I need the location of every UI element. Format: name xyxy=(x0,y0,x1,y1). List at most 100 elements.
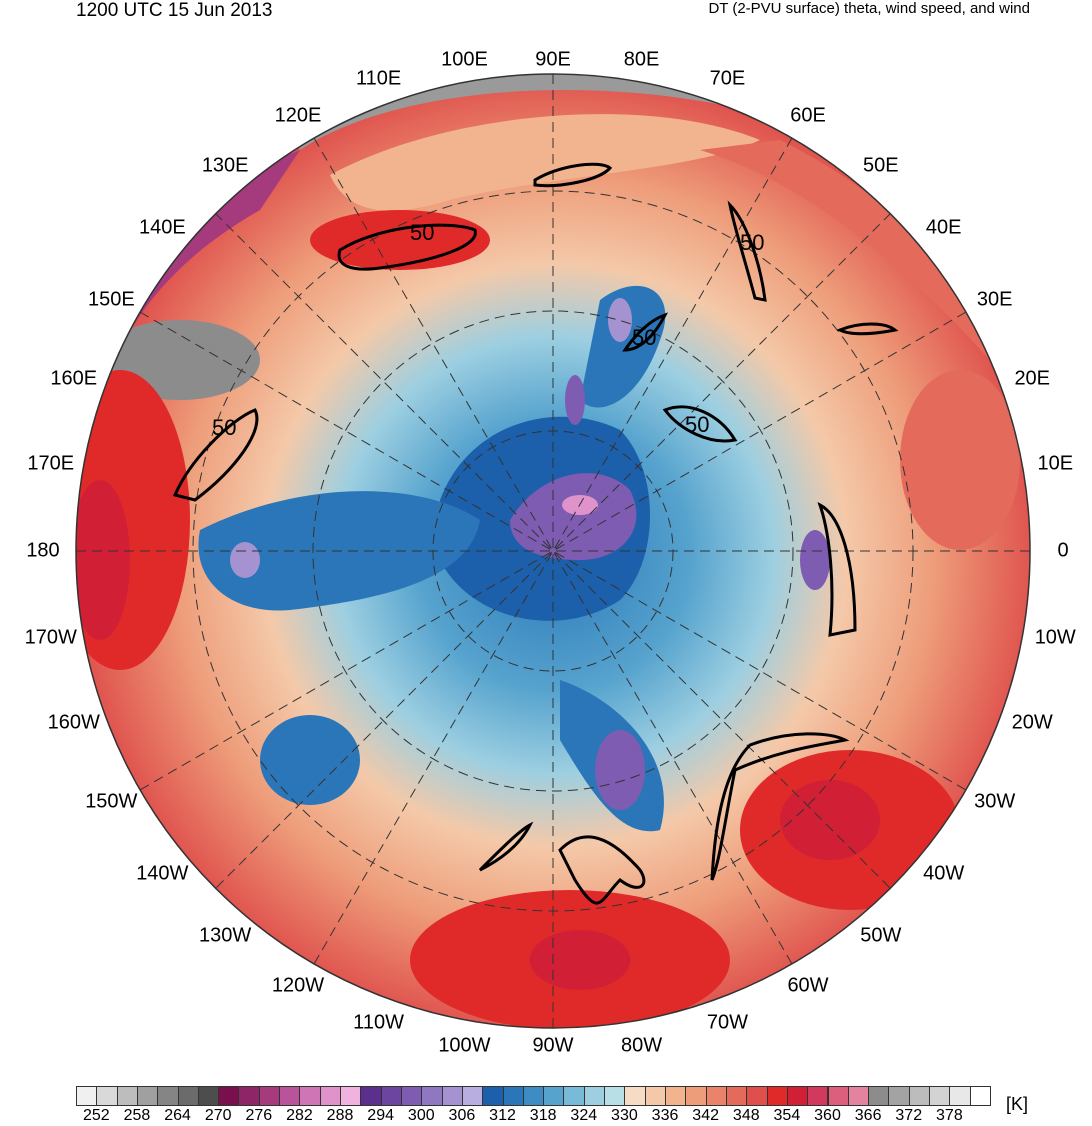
colorbar-tick-label: 330 xyxy=(611,1107,638,1124)
colorbar-swatch xyxy=(644,1086,666,1106)
colorbar-tick-label: 336 xyxy=(651,1107,679,1124)
colorbar-swatch xyxy=(441,1086,463,1106)
longitude-label: 140E xyxy=(138,216,186,239)
colorbar-swatch xyxy=(482,1086,504,1106)
colorbar-swatch xyxy=(380,1086,402,1106)
longitude-label: 40E xyxy=(925,216,962,239)
longitude-label: 60E xyxy=(790,104,826,127)
wind-speed-contours xyxy=(172,162,899,905)
longitude-label: 60W xyxy=(787,974,829,997)
colorbar-swatch xyxy=(725,1086,748,1106)
colorbar-tick-label: 306 xyxy=(448,1107,476,1124)
colorbar-swatch xyxy=(157,1086,179,1106)
longitude-label: 140W xyxy=(136,862,189,885)
contour-label: 50 xyxy=(685,412,709,437)
longitude-label: 100E xyxy=(441,48,488,71)
colorbar-swatch xyxy=(177,1086,199,1106)
colorbar-swatch xyxy=(400,1086,423,1106)
colorbar-swatch xyxy=(705,1086,727,1106)
colorbar-tick-label: 252 xyxy=(82,1107,110,1124)
longitude-label: 180 xyxy=(26,539,60,562)
colorbar-unit: [K] xyxy=(1006,1094,1029,1114)
colorbar-swatch xyxy=(766,1086,788,1106)
longitude-label: 170W xyxy=(24,626,77,649)
theta-field xyxy=(76,74,1030,1028)
colorbar-swatch xyxy=(218,1086,240,1106)
colorbar-swatch xyxy=(969,1086,991,1106)
colorbar-swatch xyxy=(827,1086,849,1106)
longitude-label: 110W xyxy=(353,1011,404,1034)
colorbar-swatch xyxy=(807,1086,829,1106)
longitude-label: 90E xyxy=(535,48,571,71)
contour-label: 50 xyxy=(212,415,236,440)
colorbar-swatch xyxy=(949,1086,971,1106)
colorbar-swatch xyxy=(502,1086,524,1106)
longitude-label: 120E xyxy=(274,104,322,127)
longitude-label: 20E xyxy=(1014,367,1051,390)
longitude-label: 20W xyxy=(1011,711,1053,734)
colorbar-swatch xyxy=(888,1086,910,1106)
colorbar-swatch xyxy=(929,1086,951,1106)
colorbar-tick-label: 342 xyxy=(692,1107,719,1124)
colorbar-tick-label: 366 xyxy=(854,1107,882,1124)
longitude-label: 130E xyxy=(201,154,249,177)
colorbar-swatch xyxy=(197,1086,220,1106)
colorbar-swatch xyxy=(360,1086,382,1106)
colorbar-swatch xyxy=(685,1086,707,1106)
colorbar-swatch xyxy=(868,1086,890,1106)
longitude-label: 150W xyxy=(85,790,138,813)
colorbar-swatch xyxy=(421,1086,443,1106)
colorbar-tick-label: 348 xyxy=(732,1107,760,1124)
graticule xyxy=(76,74,1030,1028)
colorbar-swatch xyxy=(116,1086,138,1106)
longitude-label: 10E xyxy=(1037,452,1074,475)
valid-time-label: 1200 UTC 15 Jun 2013 xyxy=(76,0,273,21)
colorbar-swatch xyxy=(522,1086,545,1106)
longitude-label: 160W xyxy=(47,711,100,734)
colorbar-swatch xyxy=(746,1086,768,1106)
colorbar-swatch xyxy=(96,1086,118,1106)
longitude-label: 70E xyxy=(709,67,746,90)
colorbar-swatch xyxy=(665,1086,687,1106)
longitude-label: 100W xyxy=(438,1034,491,1057)
contour-label: 50 xyxy=(740,230,764,255)
colorbar-swatch xyxy=(461,1086,484,1106)
longitude-label: 40W xyxy=(923,862,965,885)
colorbar-swatch xyxy=(340,1086,362,1106)
field-description: DT (2-PVU surface) theta, wind speed, an… xyxy=(708,0,1030,17)
colorbar-tick-label: 276 xyxy=(245,1107,273,1124)
colorbar-tick-label: 264 xyxy=(164,1107,191,1124)
longitude-label: 10W xyxy=(1034,626,1076,649)
contour-label: 50 xyxy=(410,220,434,245)
map-boundary xyxy=(75,73,1031,1029)
colorbar-tick-label: 324 xyxy=(570,1107,598,1124)
colorbar-tick-label: 312 xyxy=(489,1107,516,1124)
polar-map: 50 50 50 50 50 xyxy=(75,73,1031,1029)
colorbar-swatch xyxy=(624,1086,646,1106)
longitude-label: 160E xyxy=(50,367,98,390)
longitude-label: 120W xyxy=(271,974,325,997)
colorbar-swatch xyxy=(299,1086,321,1106)
colorbar-swatch xyxy=(319,1086,342,1106)
colorbar-tick-label: 378 xyxy=(936,1107,963,1124)
colorbar-tick-label: 288 xyxy=(326,1107,354,1124)
colorbar-tick-label: 300 xyxy=(407,1107,435,1124)
longitude-label: 150E xyxy=(87,288,135,311)
colorbar-swatch xyxy=(258,1086,281,1106)
longitude-label: 90W xyxy=(532,1034,574,1057)
colorbar-tick-label: 270 xyxy=(204,1107,232,1124)
colorbar-swatch xyxy=(76,1086,98,1106)
colorbar-tick-label: 360 xyxy=(814,1107,841,1124)
colorbar-swatch xyxy=(279,1086,301,1106)
colorbar-swatch xyxy=(604,1086,626,1106)
longitude-label: 80W xyxy=(620,1034,663,1057)
colorbar-swatch xyxy=(583,1086,606,1106)
longitude-label: 50E xyxy=(863,154,899,177)
colorbar-tick-label: 372 xyxy=(895,1107,923,1124)
colorbar-swatch xyxy=(786,1086,809,1106)
longitude-label: 0 xyxy=(1057,539,1069,562)
colorbar-swatch xyxy=(847,1086,870,1106)
colorbar-swatch xyxy=(543,1086,565,1106)
longitude-label: 80E xyxy=(623,48,660,71)
colorbar-swatch xyxy=(908,1086,931,1106)
